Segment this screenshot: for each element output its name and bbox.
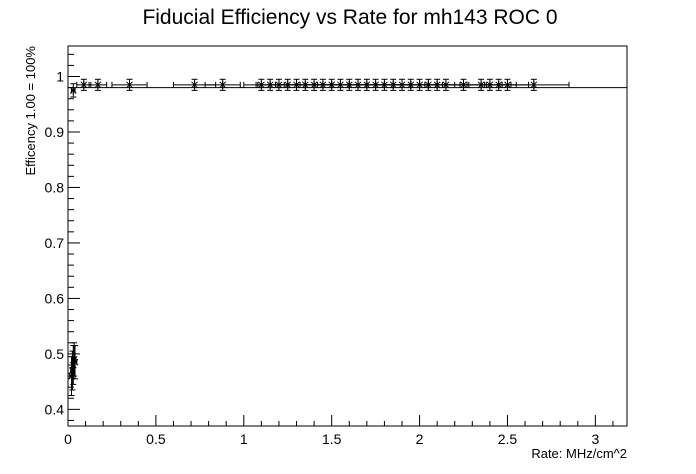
y-tick-label: 0.8	[45, 179, 65, 195]
y-tick-label: 1	[56, 69, 64, 85]
x-tick-label: 0.5	[146, 431, 166, 447]
data-point	[204, 78, 241, 91]
y-axis-label: Efficency 1.00 = 100%	[23, 46, 38, 176]
y-tick-label: 0.5	[45, 346, 65, 362]
x-tick-label: 2	[416, 431, 424, 447]
data-point	[71, 345, 79, 380]
data-point	[88, 78, 108, 91]
chart-title: Fiducial Efficiency vs Rate for mh143 RO…	[142, 6, 557, 29]
x-tick-label: 1	[240, 431, 248, 447]
x-axis-label: Rate: MHz/cm^2	[531, 446, 627, 461]
y-tick-label: 0.9	[45, 124, 65, 140]
x-axis: 0 0.5 1 1.5 2 2.5 3	[64, 415, 614, 447]
x-tick-label: 1.5	[322, 431, 342, 447]
y-tick-label: 0.4	[45, 401, 65, 417]
data-points	[68, 78, 570, 396]
x-tick-label: 2.5	[498, 431, 518, 447]
y-tick-label: 0.7	[45, 235, 65, 251]
data-point	[498, 78, 570, 91]
x-tick-label: 0	[64, 431, 72, 447]
data-point	[111, 78, 148, 91]
y-axis: 0.4 0.5 0.6 0.7 0.8 0.9 1	[45, 53, 80, 421]
plot-frame	[67, 45, 628, 427]
y-tick-label: 0.6	[45, 290, 65, 306]
x-tick-label: 3	[591, 431, 599, 447]
data-point	[69, 83, 77, 98]
